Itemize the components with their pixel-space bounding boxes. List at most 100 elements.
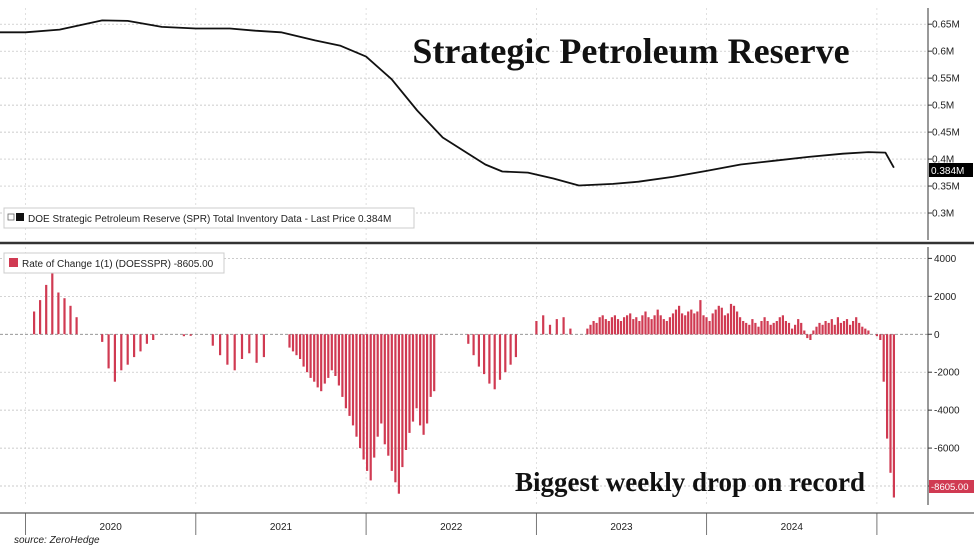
rate-bar [295,334,298,356]
rate-bar [855,317,858,335]
legend-expand-icon [7,213,15,221]
rate-bar [641,315,644,335]
rate-bar [791,328,794,335]
rate-bar [800,322,803,335]
rate-bar [362,334,365,460]
rate-bar [373,334,376,458]
top-y-axis: 0.3M 0.35M 0.4M 0.45M 0.5M 0.55M 0.6M 0.65M [927,8,960,240]
rate-bar [671,313,675,335]
rate-bar [892,334,895,498]
rate-bar [842,321,846,335]
x-year-label: 2021 [270,522,293,533]
rate-bar [889,334,892,473]
rate-bar [555,319,558,335]
rate-bar [778,317,781,335]
rate-bar [45,284,48,335]
rate-bar [433,334,436,392]
rate-bar [589,324,592,335]
rate-bar [226,334,229,365]
bottom-tick-label: 0 [934,330,940,341]
rate-bar [696,311,699,335]
spr-inventory-series [0,19,895,187]
x-year-label: 2024 [781,522,804,533]
rate-bar [380,334,383,424]
rate-bar [394,334,397,483]
legend-line-swatch [16,213,24,221]
rate-bar [852,321,855,335]
rate-bar [323,334,326,384]
rate-bar [348,334,351,416]
x-year-label: 2022 [440,522,463,533]
rate-bar [211,334,214,346]
rate-bar [629,313,632,335]
last-change-tag-label: -8605.00 [931,482,969,493]
bottom-tick-label: 4000 [934,254,957,265]
rate-bar [219,334,222,356]
rate-bar [644,311,647,335]
rate-bar [886,334,889,439]
rate-bar [882,334,885,382]
top-tick-label: 0.6M [932,47,954,58]
rate-bar [107,334,110,369]
rate-bar [542,315,545,335]
rate-bar [836,317,839,335]
bottom-legend: Rate of Change 1(1) (DOESSPR) -8605.00 [3,252,225,274]
rate-bar [493,334,496,390]
rate-bar [833,324,836,335]
rate-bar [610,317,613,335]
rate-bar [763,317,766,335]
rate-bar [369,334,372,481]
rate-bar [748,324,751,335]
rate-bar [751,319,754,335]
rate-bar [366,334,369,471]
rate-bar [498,334,502,380]
rate-bar [812,330,815,335]
rate-bar [422,334,425,435]
rate-bar [729,303,733,335]
rate-bar [726,313,729,335]
rate-bar [830,319,833,335]
rate-bar [509,334,512,365]
bottom-tick-label: -6000 [934,444,960,455]
rate-bar [320,334,323,392]
rate-bar [302,334,305,367]
last-change-tag: -8605.00 [929,480,974,493]
rate-bar [408,334,411,433]
rate-bar [647,317,650,335]
rate-bar [861,326,864,335]
rate-bar [781,315,784,335]
rate-bar [757,326,760,335]
rate-bar [299,334,302,359]
rate-bar [665,321,668,335]
rate-bar [344,334,347,409]
rate-bar [306,334,309,373]
rate-bar [784,321,787,335]
rate-bar [659,315,662,335]
rate-bar [821,324,824,335]
rate-bar [723,315,726,335]
rate-bar [760,321,763,335]
rate-bar [483,334,486,375]
rate-bar [182,334,185,337]
rate-bar [720,307,723,335]
legend-bar-swatch [9,258,18,267]
source-label: source: ZeroHedge [14,535,100,546]
rate-bar [101,334,104,342]
rate-bar [145,334,148,344]
rate-bar [678,305,681,335]
rate-bar [775,321,778,335]
last-price-tag-label: 0.384M [931,166,964,177]
x-year-label: 2020 [100,522,123,533]
top-tick-label: 0.35M [932,182,960,193]
rate-bar [291,334,295,352]
rate-bar [818,322,821,335]
rate-bar [255,334,258,363]
bottom-tick-label: 2000 [934,292,957,303]
rate-bar [351,334,355,426]
rate-bar [426,334,429,424]
top-tick-label: 0.3M [932,209,954,220]
rate-bar [674,309,678,335]
rate-bar [401,334,404,468]
rate-bar [839,322,842,335]
